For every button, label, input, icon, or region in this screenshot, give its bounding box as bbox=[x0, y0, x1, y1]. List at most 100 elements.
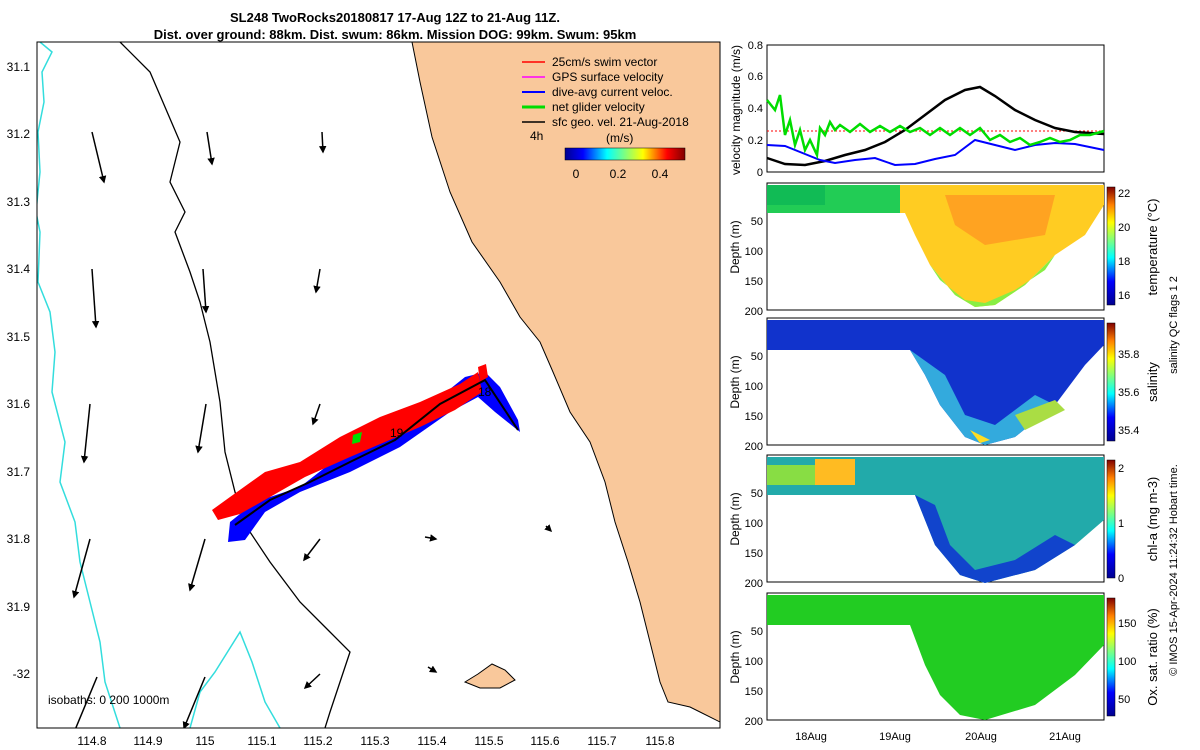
depth-tick: 100 bbox=[745, 518, 763, 530]
depth-tick: 200 bbox=[745, 578, 763, 590]
cbar-tick: 22 bbox=[1118, 188, 1130, 200]
section-ylabel: Depth (m) bbox=[728, 220, 742, 273]
cbar-tick: 150 bbox=[1118, 618, 1136, 630]
cbar-tick: 18 bbox=[1118, 256, 1130, 268]
lat-tick: 31.7 bbox=[7, 465, 31, 479]
depth-tick: 200 bbox=[745, 306, 763, 318]
lat-tick: -32 bbox=[13, 667, 31, 681]
salinity-section bbox=[766, 317, 1116, 446]
lon-tick: 115 bbox=[195, 734, 214, 748]
vel-y-tick: 0.6 bbox=[748, 71, 763, 83]
glider-track bbox=[234, 378, 519, 526]
legend-dive-avg: dive-avg current veloc. bbox=[552, 85, 673, 99]
legend-swim-vector: 25cm/s swim vector bbox=[552, 55, 657, 69]
footer-copyright: © IMOS 15-Apr-2024 11:24:32 Hobart time. bbox=[1168, 464, 1180, 676]
lon-tick: 115.7 bbox=[587, 734, 616, 748]
vel-y-tick: 0 bbox=[757, 167, 763, 179]
cbar-label-salinity: salinity bbox=[1145, 362, 1160, 402]
oxygen-section bbox=[766, 592, 1116, 721]
lon-tick: 115.6 bbox=[530, 734, 559, 748]
depth-tick: 150 bbox=[745, 276, 763, 288]
title-line-1: SL248 TwoRocks20180817 17-Aug 12Z to 21-… bbox=[230, 10, 560, 25]
vel-y-tick: 0.2 bbox=[748, 135, 763, 147]
lat-tick: 31.5 bbox=[7, 330, 31, 344]
isobath-deep bbox=[189, 630, 281, 728]
legend-gps-velocity: GPS surface velocity bbox=[552, 70, 663, 84]
lon-axis: 114.8 114.9 115 115.1 115.2 115.3 115.4 … bbox=[77, 734, 674, 748]
legend-time-label: 4h bbox=[530, 129, 543, 143]
colorbar-ticks: 22 20 18 16 35.8 35.6 35.4 2 1 0 150 100… bbox=[1118, 188, 1139, 706]
time-tick: 21Aug bbox=[1049, 731, 1081, 743]
depth-tick: 100 bbox=[745, 656, 763, 668]
lon-tick: 114.8 bbox=[77, 734, 106, 748]
sections-panel: 50 100 150 200 50 100 150 200 50 100 150… bbox=[728, 182, 1180, 743]
depth-tick: 150 bbox=[745, 411, 763, 423]
time-tick: 20Aug bbox=[965, 731, 997, 743]
time-tick: 19Aug bbox=[879, 731, 911, 743]
depth-tick: 150 bbox=[745, 686, 763, 698]
colorbar-tick: 0.2 bbox=[610, 167, 627, 181]
depth-tick: 100 bbox=[745, 381, 763, 393]
depth-tick: 200 bbox=[745, 716, 763, 728]
isobaths-label: isobaths: 0 200 1000m bbox=[48, 693, 169, 707]
section-ylabel: Depth (m) bbox=[728, 630, 742, 683]
cbar-tick: 20 bbox=[1118, 222, 1130, 234]
depth-tick: 150 bbox=[745, 548, 763, 560]
time-tick: 18Aug bbox=[795, 731, 827, 743]
depth-axes: 50 100 150 200 50 100 150 200 50 100 150… bbox=[745, 216, 763, 728]
cbar-tick: 0 bbox=[1118, 573, 1124, 585]
vel-y-tick: 0.4 bbox=[748, 103, 763, 115]
colorbar-tick: 0 bbox=[573, 167, 580, 181]
lat-tick: 31.6 bbox=[7, 397, 31, 411]
cbar-tick: 50 bbox=[1118, 694, 1130, 706]
cbar-label-oxygen: Ox. sat. ratio (%) bbox=[1145, 608, 1160, 706]
cbar-tick: 35.8 bbox=[1118, 349, 1139, 361]
lat-tick: 31.4 bbox=[7, 262, 31, 276]
qc-note: salinity QC flags 1 2 bbox=[1168, 276, 1180, 374]
cbar-tick: 1 bbox=[1118, 518, 1124, 530]
depth-tick: 50 bbox=[751, 351, 763, 363]
cbar-label-temperature: temperature (°C) bbox=[1145, 199, 1160, 296]
depth-tick: 50 bbox=[751, 216, 763, 228]
cbar-tick: 100 bbox=[1118, 656, 1136, 668]
lat-tick: 31.1 bbox=[7, 60, 31, 74]
lon-tick: 115.4 bbox=[417, 734, 446, 748]
isobath-200m bbox=[119, 42, 351, 728]
velocity-y-axis: 0 0.2 0.4 0.6 0.8 bbox=[748, 40, 763, 179]
lat-tick: 31.3 bbox=[7, 195, 31, 209]
geo-velocity-arrows bbox=[71, 131, 553, 728]
lat-tick: 31.9 bbox=[7, 600, 31, 614]
black-velocity-line bbox=[766, 85, 1105, 167]
map-legend: 25cm/s swim vector GPS surface velocity … bbox=[522, 55, 689, 181]
isobath-shelf bbox=[37, 42, 121, 728]
green-velocity-line bbox=[766, 94, 1105, 160]
velocity-panel: 0 0.2 0.4 0.6 0.8 velocity magnitude (m/… bbox=[729, 40, 1105, 179]
temperature-section bbox=[766, 182, 1116, 311]
depth-tick: 200 bbox=[745, 441, 763, 453]
cbar-tick: 16 bbox=[1118, 290, 1130, 302]
title-line-2: Dist. over ground: 88km. Dist. swum: 86k… bbox=[153, 27, 637, 42]
lat-axis: 31.1 31.2 31.3 31.4 31.5 31.6 31.7 31.8 … bbox=[7, 60, 31, 681]
map-frame bbox=[36, 41, 721, 729]
depth-tick: 100 bbox=[745, 246, 763, 258]
cbar-tick: 35.6 bbox=[1118, 387, 1139, 399]
swim-vectors bbox=[212, 364, 488, 520]
lon-tick: 115.2 bbox=[303, 734, 332, 748]
net-glider-velocity bbox=[352, 432, 362, 444]
map-panel: 19 18 31.1 31.2 31.3 31.4 31.5 31.6 31.7… bbox=[7, 41, 721, 748]
section-ylabel: Depth (m) bbox=[728, 492, 742, 545]
legend-units: (m/s) bbox=[606, 131, 633, 145]
chla-section bbox=[766, 454, 1116, 583]
depth-tick: 50 bbox=[751, 488, 763, 500]
land-mass bbox=[411, 42, 720, 723]
track-label-19: 19 bbox=[390, 426, 404, 440]
map-colorbar bbox=[564, 147, 686, 161]
legend-net-velocity: net glider velocity bbox=[552, 100, 645, 114]
dive-avg-current-vectors bbox=[228, 372, 520, 542]
legend-sfc-geo: sfc geo. vel. 21-Aug-2018 bbox=[552, 115, 689, 129]
track-label-18: 18 bbox=[478, 385, 492, 399]
lat-tick: 31.2 bbox=[7, 127, 31, 141]
cbar-tick: 2 bbox=[1118, 463, 1124, 475]
vel-y-tick: 0.8 bbox=[748, 40, 763, 52]
lon-tick: 115.1 bbox=[247, 734, 276, 748]
